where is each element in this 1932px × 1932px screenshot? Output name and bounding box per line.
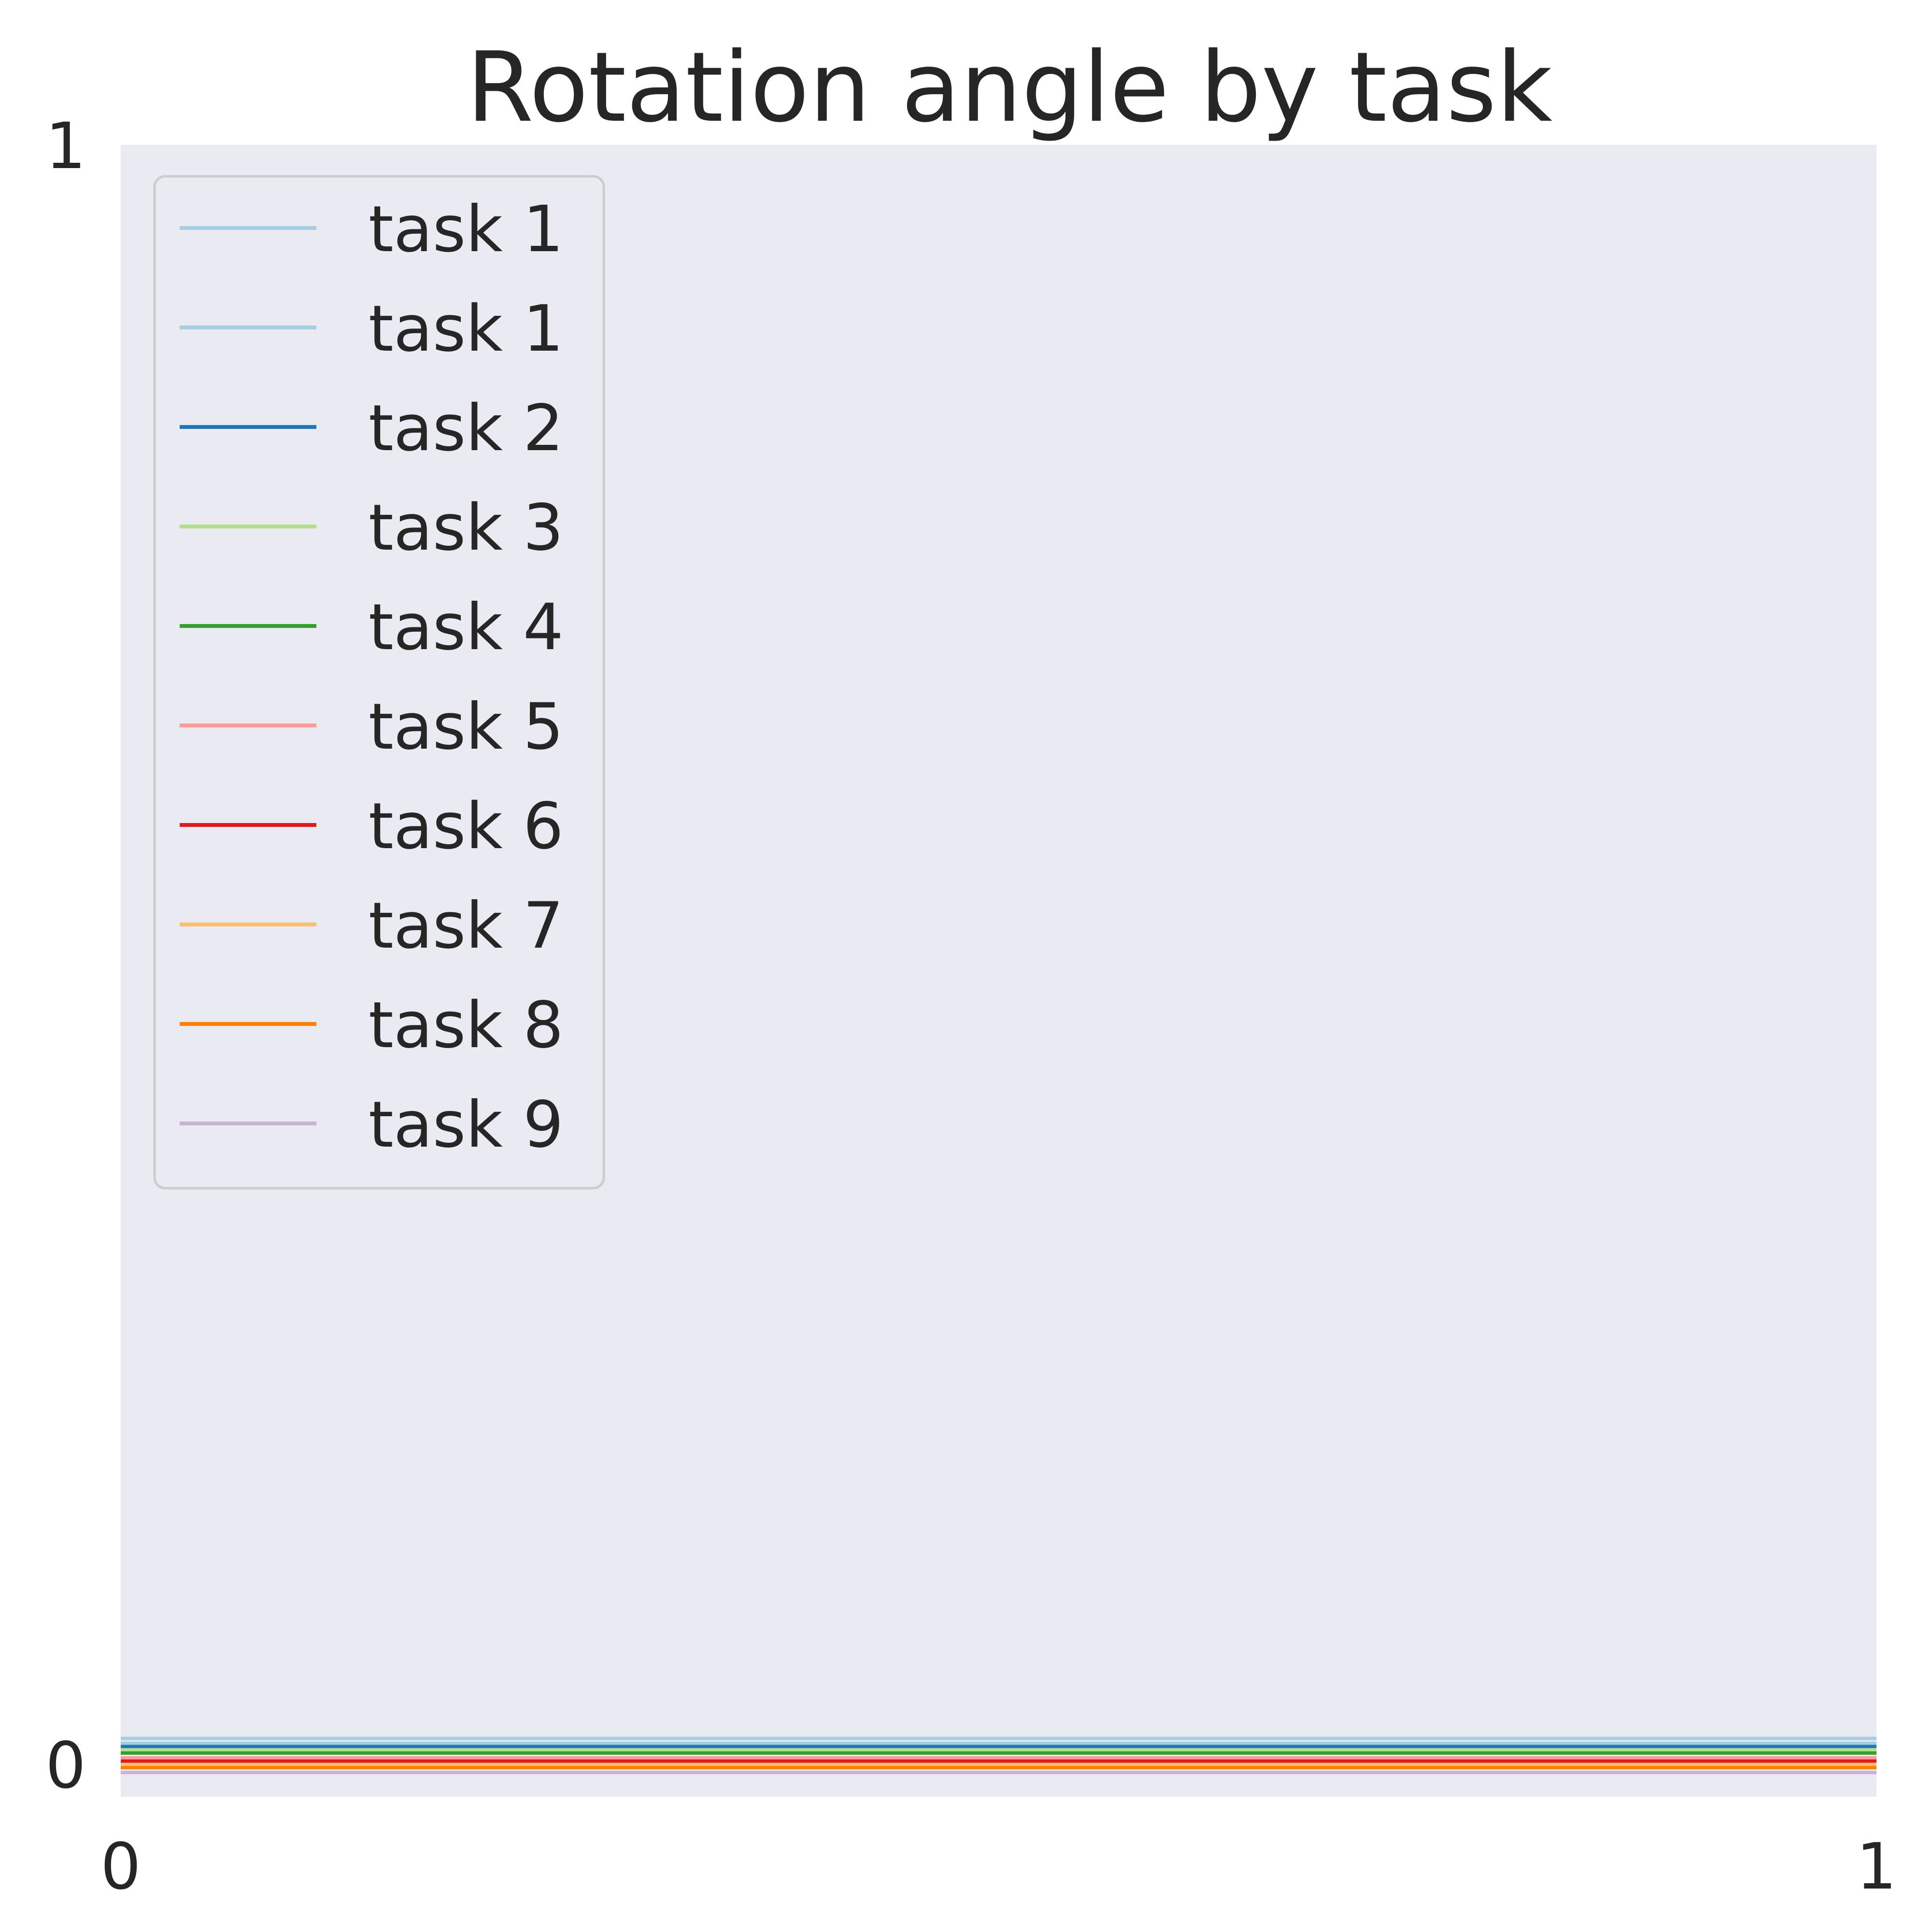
axis-ticks: 0 1 0 1 <box>45 109 1897 1904</box>
chart-title: Rotation angle by task <box>467 31 1553 144</box>
x-tick-label: 1 <box>1856 1830 1897 1904</box>
x-tick-label: 0 <box>100 1830 141 1904</box>
legend-box <box>153 175 605 1190</box>
legend-label: task 2 <box>369 391 564 466</box>
legend-label: task 1 <box>369 192 564 267</box>
legend-label: task 7 <box>369 889 564 963</box>
legend-label: task 1 <box>369 292 564 366</box>
series-lines <box>121 1736 1876 1775</box>
y-tick-label: 0 <box>45 1729 86 1803</box>
y-tick-label: 1 <box>45 109 86 184</box>
legend-label: task 3 <box>369 491 564 565</box>
legend-label: task 6 <box>369 789 564 864</box>
legend: task 1 task 1 task 2 task 3 task 4 task 5 task… <box>153 175 605 1190</box>
legend-label: task 8 <box>369 988 564 1063</box>
legend-label: task 5 <box>369 690 564 764</box>
legend-label: task 4 <box>369 590 564 665</box>
legend-label: task 9 <box>369 1088 564 1162</box>
